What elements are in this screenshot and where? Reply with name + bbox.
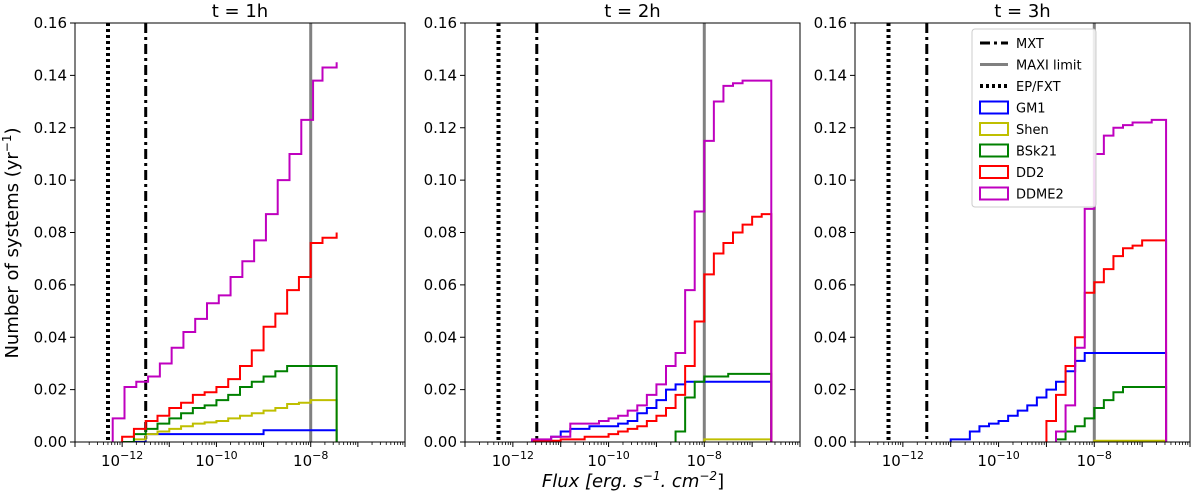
series-bsk21	[122, 365, 338, 442]
series-gm1	[949, 351, 1168, 442]
legend-swatch-bsk21	[979, 143, 1009, 158]
y-tick-label: 0.00	[424, 433, 457, 451]
x-axis-label: Flux [erg. s−1. cm−2]	[542, 469, 724, 492]
legend-swatch-shen	[979, 122, 1009, 136]
y-tick-label: 0.12	[34, 119, 67, 137]
y-tick-label: 0.04	[424, 328, 457, 346]
series-bsk21	[674, 372, 773, 442]
panel-2: t = 2h 0.00 0.02 0.04 0.06 0.08 0.10 0.12 0.14 0.…	[424, 1, 801, 470]
y-tick-label: 0.12	[814, 119, 847, 137]
y-tick-label: 0.10	[814, 171, 847, 189]
plot-area	[496, 23, 773, 442]
y-tick-label: 0.06	[34, 276, 67, 294]
x-tick-label: 10−12	[101, 449, 143, 470]
x-tick-label: 10−8	[293, 449, 328, 470]
x-tick-label: 10−10	[195, 449, 237, 470]
legend-swatch-dd2	[979, 165, 1009, 179]
legend-swatch-ddme2	[979, 186, 1009, 201]
panel-1: t = 1h 0.00 0.02 0.04 0.06 0.08 0.10 0.12 0.14 0.…	[34, 1, 406, 470]
plot-area	[106, 23, 338, 442]
y-axis-label: Number of systems (yr−1)	[0, 127, 23, 358]
series-dd2	[121, 232, 338, 442]
legend-label-mxt: MXT	[1016, 37, 1044, 52]
series-bsk21	[1055, 386, 1168, 442]
legend-frame	[971, 28, 1097, 208]
y-tick-label: 0.14	[34, 66, 67, 84]
series-ddme2	[111, 62, 338, 442]
axes-frame	[464, 22, 801, 443]
x-tick-label: 10−8	[1077, 449, 1112, 470]
y-tick-label: 0.00	[814, 433, 847, 451]
y-tick-label: 0.16	[34, 14, 67, 32]
panel-title: t = 1h	[212, 1, 268, 22]
legend: MXT MAXI limit EP/FXT GM1 Shen BSk21 DD2 DDME2	[971, 28, 1097, 208]
x-tick-label: 10−10	[977, 449, 1019, 470]
y-tick-label: 0.02	[424, 381, 457, 399]
y-tick-label: 0.16	[424, 14, 457, 32]
series-ddme2	[531, 79, 773, 442]
y-tick-label: 0.08	[424, 224, 457, 242]
legend-label-ddme2: DDME2	[1016, 188, 1064, 203]
y-tick-label: 0.02	[814, 381, 847, 399]
x-tick-label: 10−10	[587, 449, 629, 470]
y-tick-label: 0.16	[814, 14, 847, 32]
panel-title: t = 2h	[604, 1, 660, 22]
y-tick-label: 0.10	[424, 171, 457, 189]
x-tick-label: 10−8	[687, 449, 722, 470]
series-ddme2	[1055, 118, 1168, 442]
x-tick-label: 10−12	[882, 449, 924, 470]
y-tick-label: 0.12	[424, 119, 457, 137]
y-tick-label: 0.14	[424, 66, 457, 84]
y-tick-label: 0.04	[34, 328, 67, 346]
legend-label-bsk21: BSk21	[1016, 145, 1057, 160]
y-tick-label: 0.10	[34, 171, 67, 189]
y-tick-label: 0.06	[424, 276, 457, 294]
y-tick-label: 0.08	[814, 224, 847, 242]
legend-label-gm1: GM1	[1016, 102, 1046, 117]
legend-label-shen: Shen	[1016, 123, 1049, 138]
y-tick-label: 0.08	[34, 224, 67, 242]
series-shen	[122, 399, 338, 442]
y-tick-label: 0.06	[814, 276, 847, 294]
y-tick-label: 0.02	[34, 381, 67, 399]
x-tick-label: 10−12	[492, 449, 534, 470]
panel-title: t = 3h	[994, 1, 1050, 22]
legend-label-maxi-limit: MAXI limit	[1016, 59, 1082, 74]
series-dd2	[1045, 239, 1168, 442]
legend-label-dd2: DD2	[1016, 166, 1044, 181]
series-dd2	[531, 213, 773, 442]
y-tick-label: 0.04	[814, 328, 847, 346]
legend-label-ep-fxt: EP/FXT	[1016, 80, 1061, 95]
panel-3: t = 3h 0.00 0.02 0.04 0.06 0.08 0.10 0.12 0.14 0.…	[814, 1, 1191, 470]
series-gm1	[122, 429, 338, 442]
legend-swatch-gm1	[979, 100, 1009, 115]
y-tick-label: 0.14	[814, 66, 847, 84]
y-tick-label: 0.00	[34, 433, 67, 451]
